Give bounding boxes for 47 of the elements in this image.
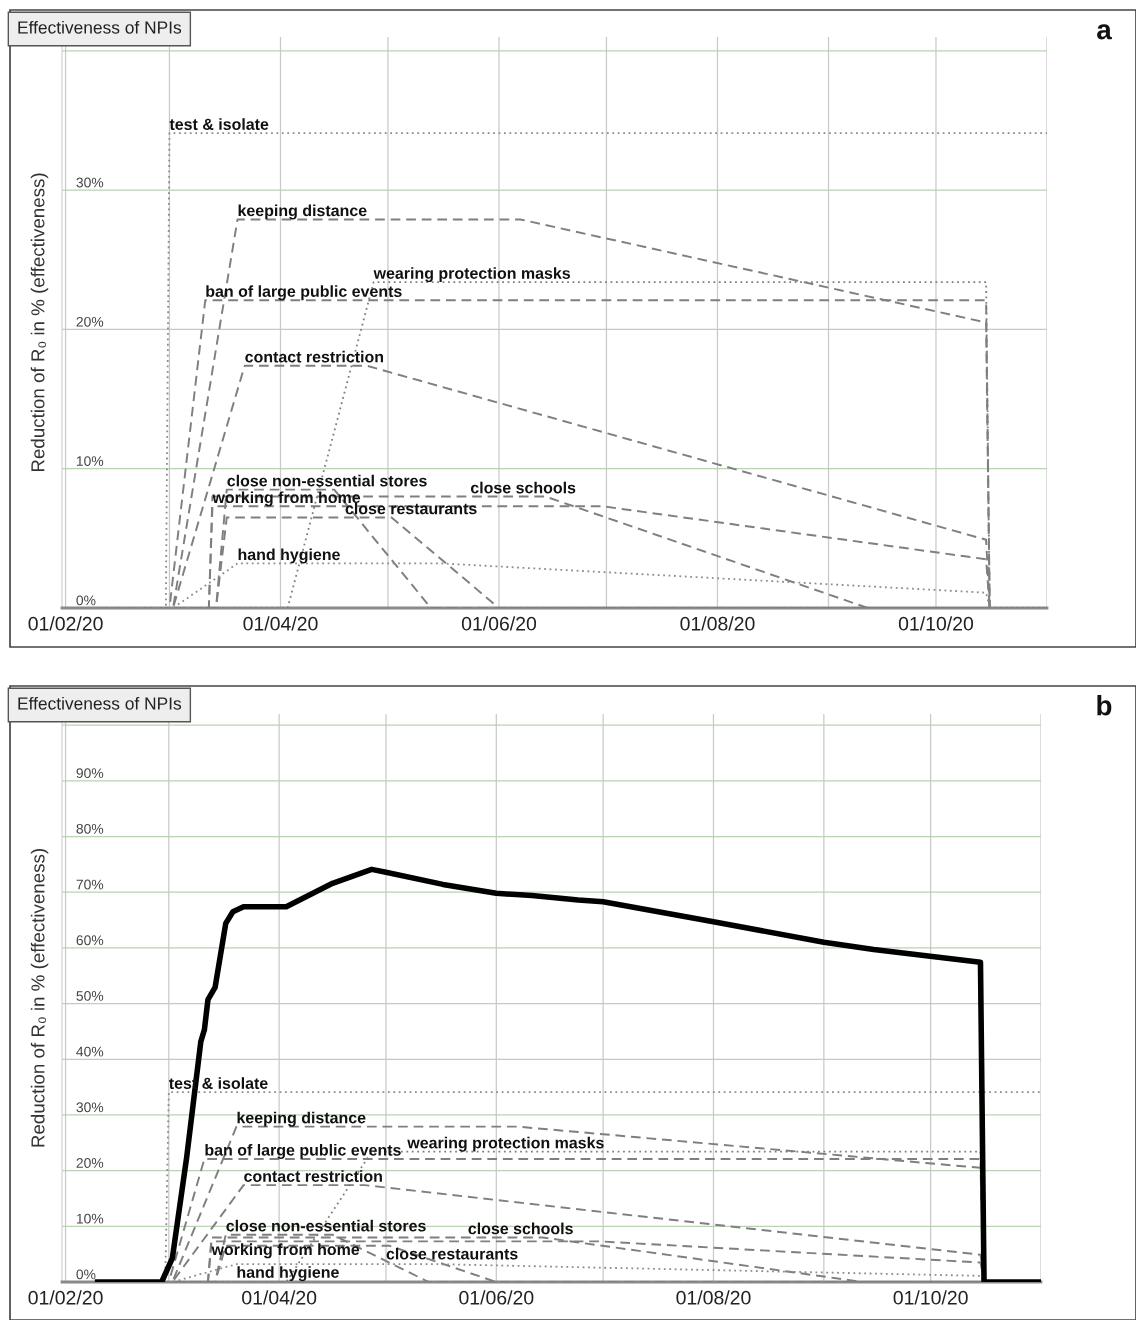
y-tick-label: 10% [76, 1213, 104, 1224]
y-tick-label: 10% [76, 456, 104, 466]
x-tick-label: 01/08/20 [680, 616, 755, 631]
x-tick-label: 01/04/20 [243, 616, 318, 631]
x-tick-label: 01/08/20 [676, 1290, 751, 1305]
y-tick-label: 40% [76, 1046, 104, 1057]
series-label: working from home [211, 1243, 360, 1259]
x-tick-label: 01/10/20 [893, 1290, 968, 1305]
series-label: wearing protection masks [373, 267, 571, 283]
x-tick-label: 01/04/20 [242, 1290, 317, 1305]
series-label: hand hygiene [238, 548, 340, 564]
series-label: close schools [470, 481, 576, 494]
y-axis-title: Reduction of R₀ in % (effectiveness) [30, 173, 49, 472]
series-label: wearing protection masks [407, 1136, 604, 1152]
y-tick-label: 20% [76, 316, 104, 327]
x-tick-label: 01/02/20 [28, 616, 103, 631]
y-tick-label: 70% [76, 879, 104, 890]
y-tick-label: 20% [76, 1158, 104, 1168]
series-label: keeping distance [238, 204, 367, 220]
y-tick-label: 0% [76, 595, 96, 606]
y-axis-title: Reduction of R₀ in % (effectiveness) [30, 849, 49, 1147]
series-label: close non-essential stores [227, 474, 427, 487]
series-label: keeping distance [237, 1111, 366, 1127]
x-tick-label: 01/06/20 [459, 1290, 534, 1305]
y-tick-label: 30% [76, 177, 104, 188]
series-label: close non-essential stores [226, 1219, 426, 1232]
x-tick-label: 01/06/20 [461, 616, 537, 631]
chart-title: Effectiveness of NPIs [18, 696, 182, 710]
y-tick-label: 90% [76, 768, 104, 779]
series-label: contact restriction [244, 1170, 382, 1182]
series-label: close schools [468, 1222, 573, 1235]
series-label: test & isolate [169, 118, 269, 130]
y-tick-label: 0% [76, 1269, 96, 1280]
series-label: ban of large public events [205, 1143, 401, 1159]
series-label: hand hygiene [237, 1266, 339, 1282]
y-tick-label: 60% [76, 935, 104, 946]
series-label: ban of large public events [206, 285, 402, 301]
series-label: close restaurants [386, 1247, 518, 1260]
y-tick-label: 30% [76, 1102, 104, 1113]
chart-title: Effectiveness of NPIs [18, 20, 182, 34]
y-tick-label: 50% [76, 990, 104, 1001]
series-label: contact restriction [245, 350, 384, 363]
text: b [1097, 695, 1112, 716]
x-tick-label: 01/02/20 [28, 1290, 103, 1305]
text: a [1097, 24, 1112, 40]
y-tick-label: 80% [76, 823, 104, 834]
x-tick-label: 01/10/20 [898, 616, 974, 631]
